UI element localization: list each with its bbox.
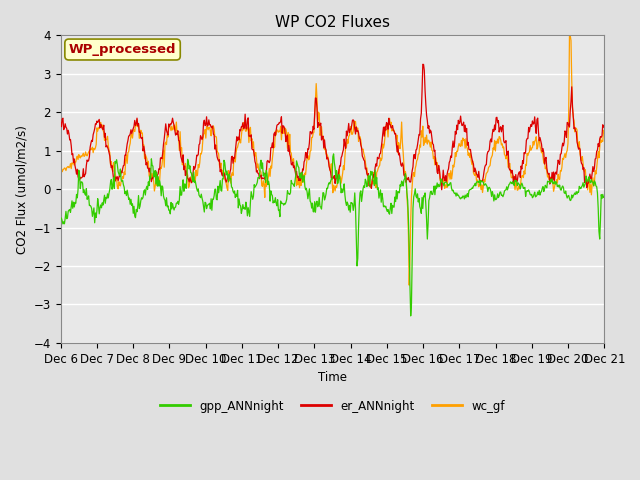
er_ANNnight (600, 125, 608, 131)
wc_gf (178, 145, 186, 151)
Title: WP CO2 Fluxes: WP CO2 Fluxes (275, 15, 390, 30)
Line: er_ANNnight: er_ANNnight (61, 64, 604, 190)
gpp_ANNnight (416, 204, 424, 209)
Legend: gpp_ANNnight, er_ANNnight, wc_gf: gpp_ANNnight, er_ANNnight, wc_gf (156, 395, 509, 417)
gpp_ANNnight (399, 183, 407, 189)
wc_gf (123, 152, 131, 158)
wc_gf (57, 167, 65, 173)
gpp_ANNnight (123, 192, 131, 198)
wc_gf (67, 161, 74, 167)
gpp_ANNnight (178, 192, 186, 198)
Line: gpp_ANNnight: gpp_ANNnight (61, 154, 604, 316)
er_ANNnight (123, 146, 131, 152)
er_ANNnight (399, 160, 406, 166)
Line: wc_gf: wc_gf (61, 36, 604, 285)
gpp_ANNnight (600, 194, 608, 200)
X-axis label: Time: Time (318, 371, 347, 384)
Y-axis label: CO2 Flux (umol/m2/s): CO2 Flux (umol/m2/s) (15, 125, 28, 253)
er_ANNnight (67, 137, 74, 143)
er_ANNnight (57, 120, 65, 125)
wc_gf (399, 140, 406, 145)
gpp_ANNnight (67, 209, 74, 215)
wc_gf (415, 151, 423, 156)
wc_gf (207, 128, 214, 134)
Text: WP_processed: WP_processed (69, 43, 176, 56)
er_ANNnight (419, 61, 427, 67)
er_ANNnight (207, 122, 214, 128)
er_ANNnight (178, 156, 186, 162)
gpp_ANNnight (330, 151, 337, 157)
wc_gf (566, 33, 573, 38)
gpp_ANNnight (407, 313, 415, 319)
wc_gf (405, 282, 413, 288)
er_ANNnight (438, 187, 445, 192)
er_ANNnight (415, 137, 422, 143)
gpp_ANNnight (207, 206, 214, 212)
wc_gf (600, 130, 608, 136)
gpp_ANNnight (57, 216, 65, 222)
